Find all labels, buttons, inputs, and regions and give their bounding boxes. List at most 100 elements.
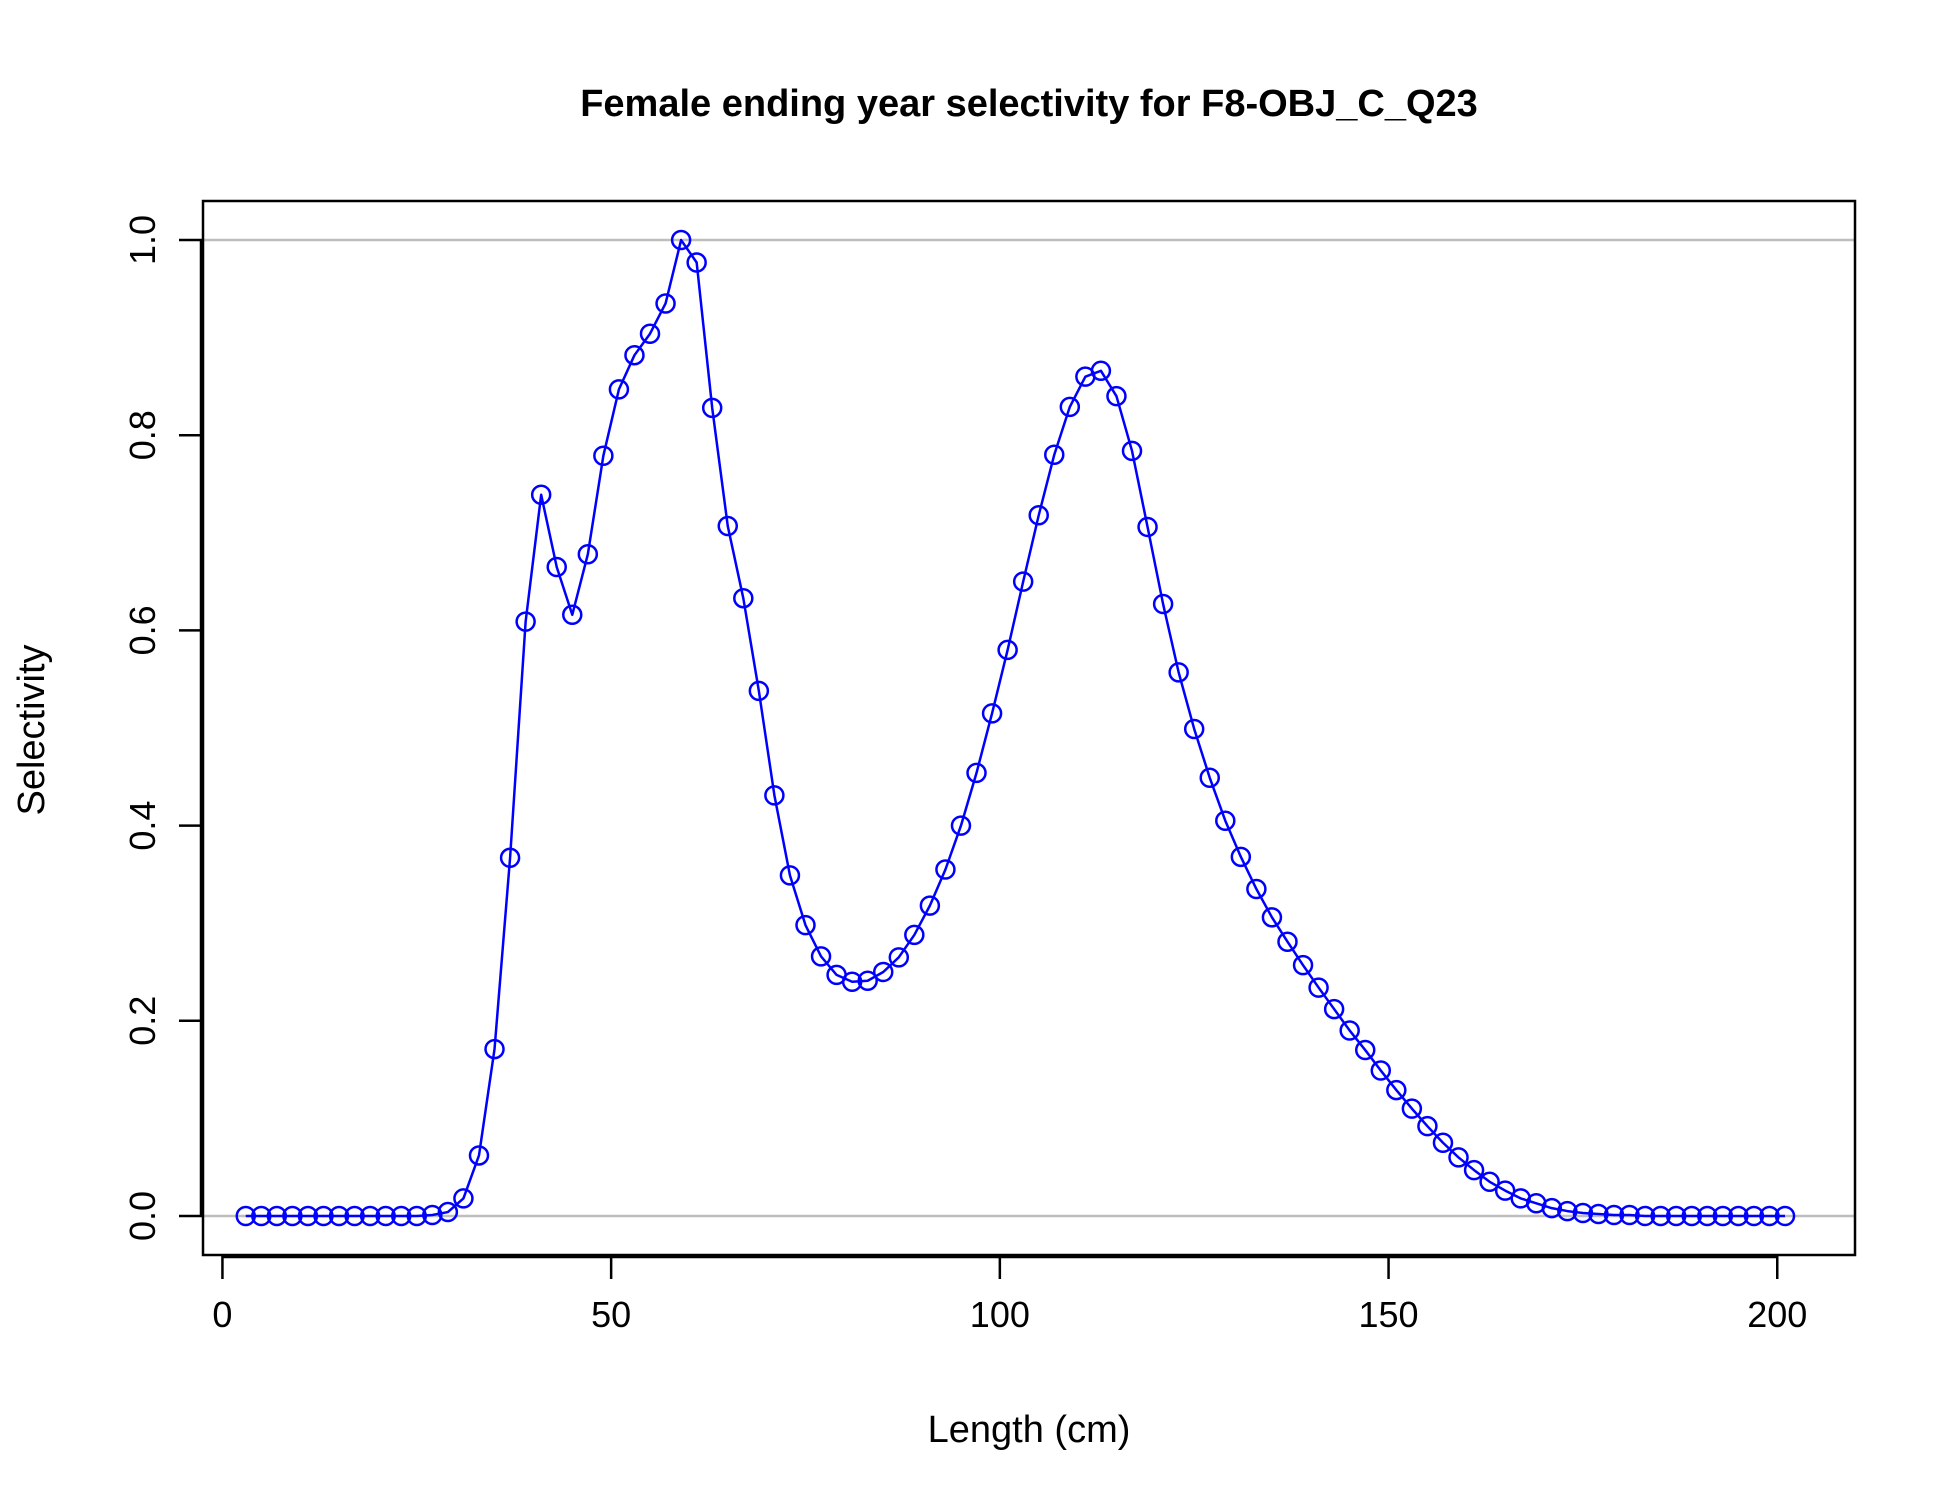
data-point	[1246, 878, 1267, 900]
data-point	[1743, 1205, 1765, 1227]
data-point	[390, 1205, 412, 1227]
x-tick-label: 0	[212, 1294, 232, 1335]
data-point	[764, 785, 785, 806]
x-tick-label: 150	[1359, 1294, 1419, 1335]
data-point	[406, 1205, 428, 1227]
data-point	[530, 484, 552, 506]
data-point	[375, 1205, 396, 1227]
data-point	[1168, 662, 1189, 683]
data-point	[1277, 931, 1298, 952]
data-point	[422, 1204, 443, 1226]
data-point	[1619, 1204, 1640, 1226]
data-point	[1634, 1205, 1656, 1227]
data-point	[1665, 1205, 1687, 1227]
data-point	[1479, 1171, 1500, 1193]
data-point	[1728, 1205, 1749, 1227]
data-point	[779, 865, 801, 886]
data-point	[1401, 1098, 1423, 1119]
data-point	[266, 1205, 288, 1227]
data-point	[950, 815, 972, 836]
data-point	[1572, 1202, 1594, 1224]
data-point	[1308, 977, 1329, 998]
data-point	[1774, 1205, 1796, 1227]
data-point	[313, 1205, 334, 1227]
data-point	[795, 914, 816, 936]
data-point	[1603, 1204, 1625, 1226]
data-point	[686, 252, 707, 273]
data-point	[888, 947, 910, 968]
x-axis: 0 50 100 150 200	[212, 1255, 1807, 1335]
y-tick-label: 0.2	[122, 996, 163, 1046]
data-point	[717, 515, 739, 537]
x-tick-label: 200	[1747, 1294, 1807, 1335]
data-point	[1044, 444, 1065, 465]
data-point	[981, 703, 1003, 724]
data-point	[1152, 593, 1174, 615]
plot-frame	[201, 199, 1857, 1257]
data-point	[1339, 1020, 1360, 1041]
data-point	[608, 379, 630, 400]
data-point	[1292, 954, 1314, 976]
data-point	[297, 1205, 319, 1227]
series-line	[245, 238, 1786, 1218]
x-tick-label: 50	[591, 1294, 631, 1335]
data-point	[1463, 1159, 1485, 1181]
data-point	[1090, 360, 1112, 382]
data-point	[1106, 385, 1127, 407]
y-tick-label: 0.8	[122, 410, 163, 460]
data-point	[841, 971, 863, 992]
data-point	[997, 639, 1018, 661]
data-point	[1448, 1147, 1469, 1168]
y-tick-label: 0.4	[122, 801, 163, 851]
data-point	[904, 924, 925, 946]
y-tick-label: 0.6	[122, 605, 163, 655]
data-point	[1199, 767, 1220, 789]
y-tick-label: 1.0	[122, 215, 163, 265]
series-layer	[235, 229, 1796, 1227]
data-point	[935, 859, 956, 880]
y-tick-label: 0.0	[122, 1191, 163, 1241]
data-point	[499, 847, 521, 869]
data-point	[639, 323, 661, 344]
data-point	[251, 1205, 272, 1227]
data-point	[1012, 571, 1034, 592]
data-point	[1681, 1205, 1702, 1227]
data-point	[1417, 1115, 1438, 1137]
data-point	[235, 1205, 257, 1227]
reference-lines	[203, 238, 1855, 1218]
y-axis-label: Selectivity	[11, 644, 53, 815]
data-point	[1432, 1132, 1454, 1154]
data-point	[748, 680, 770, 702]
data-point	[1323, 998, 1345, 1020]
y-axis: 0.0 0.2 0.4 0.6 0.8 1.0	[122, 215, 203, 1241]
data-point	[670, 229, 692, 251]
data-point	[624, 344, 645, 366]
data-point	[1261, 907, 1283, 928]
x-tick-label: 100	[970, 1294, 1030, 1335]
data-point	[1697, 1205, 1718, 1227]
data-point	[857, 970, 878, 992]
data-point	[1230, 846, 1252, 868]
data-point	[328, 1205, 350, 1227]
data-point	[515, 611, 536, 632]
data-point	[1183, 718, 1205, 740]
data-point	[1557, 1200, 1578, 1222]
x-axis-label: Length (cm)	[928, 1409, 1131, 1451]
data-point	[872, 961, 894, 983]
data-point	[359, 1205, 381, 1227]
data-point	[1370, 1060, 1392, 1081]
data-point	[701, 397, 723, 419]
data-point	[282, 1205, 303, 1227]
data-point	[733, 587, 754, 609]
data-point	[810, 946, 832, 967]
data-point	[966, 762, 987, 784]
data-point	[577, 544, 599, 565]
chart-title: Female ending year selectivity for F8-OB…	[580, 83, 1478, 125]
data-point	[1650, 1205, 1671, 1227]
data-point	[1712, 1205, 1734, 1227]
data-point	[919, 895, 941, 916]
data-point	[562, 604, 583, 626]
data-point	[1121, 440, 1143, 462]
data-point	[1588, 1203, 1609, 1225]
